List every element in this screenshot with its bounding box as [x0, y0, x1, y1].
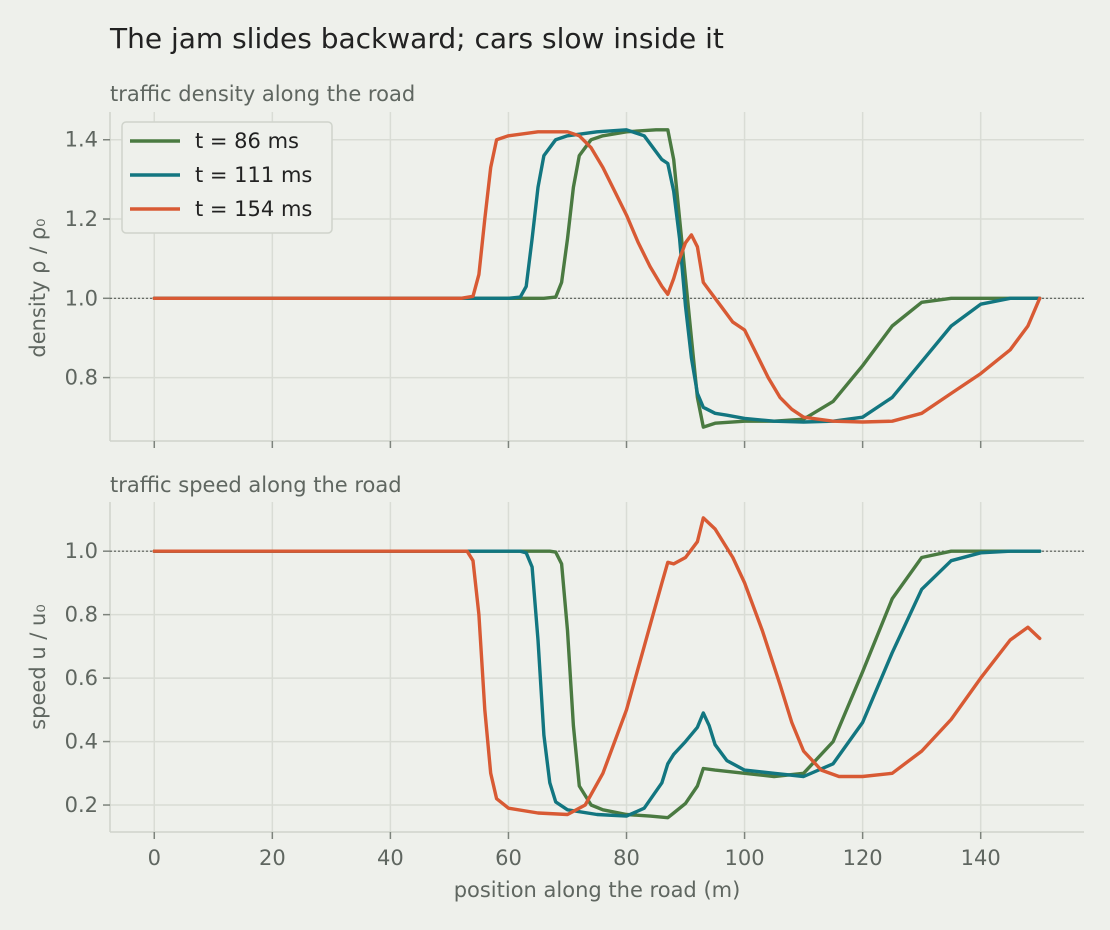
legend-label-0: t = 86 ms — [195, 129, 299, 153]
density-y-axis-label: density ρ / ρ₀ — [26, 218, 50, 357]
density-panel: traffic density along the road density ρ… — [26, 82, 1084, 448]
legend-label-2: t = 154 ms — [195, 197, 312, 221]
legend-frame — [121, 121, 333, 234]
x-tick-label-4: 80 — [613, 846, 640, 870]
speed-panel: traffic speed along the road speed u / u… — [26, 473, 1084, 870]
x-axis-label: position along the road (m) — [454, 878, 741, 902]
speed-y-tick-label-3: 0.8 — [65, 603, 98, 627]
x-tick-label-5: 100 — [725, 846, 765, 870]
density-y-tick-label-2: 1.2 — [65, 207, 98, 231]
speed-y-axis-label: speed u / u₀ — [26, 604, 50, 730]
speed-y-tick-label-2: 0.6 — [65, 666, 98, 690]
speed-series-line-1 — [152, 549, 1042, 818]
x-tick-label-1: 20 — [259, 846, 286, 870]
legend: t = 86 ms t = 111 ms t = 154 ms — [121, 121, 333, 234]
density-y-tick-label-3: 1.4 — [65, 128, 98, 152]
legend-label-1: t = 111 ms — [195, 163, 312, 187]
density-series-line-2 — [152, 130, 1042, 424]
density-y-tick-label-0: 0.8 — [65, 366, 98, 390]
speed-y-tick-label-0: 0.2 — [65, 793, 98, 817]
speed-series-line-2 — [152, 516, 1042, 817]
speed-y-tick-label-1: 0.4 — [65, 730, 98, 754]
speed-panel-title: traffic speed along the road — [110, 473, 402, 497]
density-panel-title: traffic density along the road — [110, 82, 415, 106]
speed-series-line-0 — [152, 549, 1042, 820]
density-y-tick-label-1: 1.0 — [65, 286, 98, 310]
x-tick-label-0: 0 — [148, 846, 161, 870]
x-tick-label-3: 60 — [495, 846, 522, 870]
speed-y-tick-label-4: 1.0 — [65, 539, 98, 563]
density-series-line-1 — [152, 128, 1042, 424]
chart-title: The jam slides backward; cars slow insid… — [109, 22, 724, 55]
x-tick-label-2: 40 — [377, 846, 404, 870]
x-tick-label-7: 140 — [961, 846, 1001, 870]
x-tick-label-6: 120 — [843, 846, 883, 870]
density-series-line-0 — [152, 128, 1042, 429]
